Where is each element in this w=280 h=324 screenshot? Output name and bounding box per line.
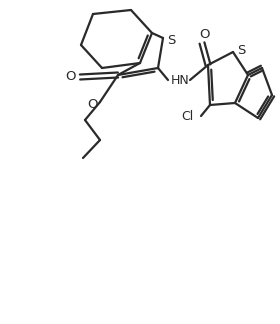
Text: O: O — [66, 70, 76, 83]
Text: O: O — [87, 98, 97, 110]
Text: Cl: Cl — [181, 110, 193, 122]
Text: O: O — [199, 28, 209, 40]
Text: S: S — [237, 44, 245, 57]
Text: S: S — [167, 33, 175, 47]
Text: HN: HN — [171, 74, 189, 87]
